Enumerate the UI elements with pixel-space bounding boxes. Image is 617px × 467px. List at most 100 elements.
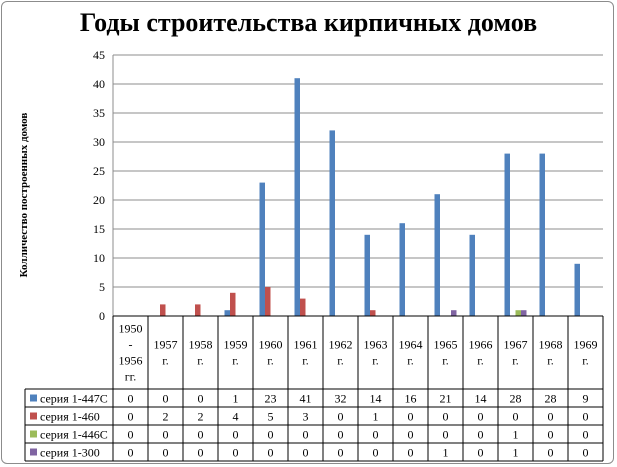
- legend-key: [30, 430, 37, 438]
- data-label: 32: [335, 392, 347, 406]
- bar: [300, 298, 306, 316]
- data-label: 0: [128, 428, 134, 442]
- data-label: 0: [408, 410, 414, 424]
- x-tick-label: 1960 г.: [259, 338, 283, 368]
- x-tick-label: 1969 г.: [574, 338, 598, 368]
- data-label: 0: [548, 428, 554, 442]
- data-label: 0: [408, 446, 414, 460]
- bar: [515, 310, 521, 316]
- data-label: 41: [300, 392, 312, 406]
- data-label: 0: [338, 410, 344, 424]
- y-tick-label: 5: [99, 280, 105, 294]
- data-label: 0: [163, 446, 169, 460]
- data-label: 0: [583, 428, 589, 442]
- bar: [329, 130, 335, 316]
- data-label: 1: [513, 428, 519, 442]
- data-label: 0: [548, 410, 554, 424]
- x-tick-label: 1967 г.: [504, 338, 528, 368]
- data-label: 1: [373, 410, 379, 424]
- data-label: 0: [268, 446, 274, 460]
- y-tick-label: 40: [93, 77, 105, 91]
- legend-key: [30, 412, 37, 420]
- bar: [195, 304, 201, 316]
- y-tick-label: 0: [99, 309, 105, 323]
- data-label: 0: [478, 410, 484, 424]
- data-label: 0: [163, 428, 169, 442]
- data-label: 14: [475, 392, 487, 406]
- data-label: 0: [443, 410, 449, 424]
- y-tick-label: 30: [93, 135, 105, 149]
- data-label: 1: [513, 446, 519, 460]
- data-label: 23: [265, 392, 277, 406]
- data-label: 0: [163, 392, 169, 406]
- data-label: 0: [233, 446, 239, 460]
- data-label: 0: [268, 428, 274, 442]
- data-label: 0: [373, 428, 379, 442]
- x-tick-label: 1965 г.: [434, 338, 458, 368]
- data-label: 2: [163, 410, 169, 424]
- x-tick-label: 1958 г.: [189, 338, 213, 368]
- data-label: 2: [198, 410, 204, 424]
- x-tick-label: 1961 г.: [294, 338, 318, 368]
- data-label: 5: [268, 410, 274, 424]
- data-label: 0: [478, 428, 484, 442]
- y-tick-label: 20: [93, 193, 105, 207]
- y-tick-label: 15: [93, 222, 105, 236]
- data-label: 0: [583, 410, 589, 424]
- data-label: 3: [303, 410, 309, 424]
- data-label: 0: [303, 428, 309, 442]
- legend-label: серия 1-446С: [40, 428, 108, 442]
- chart-title: Годы строительства кирпичных домов: [79, 8, 538, 37]
- data-label: 1: [443, 446, 449, 460]
- x-tick-label: 1963 г.: [364, 338, 388, 368]
- data-label: 0: [408, 428, 414, 442]
- data-label: 4: [233, 410, 239, 424]
- data-label: 28: [545, 392, 557, 406]
- legend-key: [30, 448, 37, 456]
- y-tick-label: 45: [93, 48, 105, 62]
- bar: [224, 310, 230, 316]
- data-label: 0: [198, 428, 204, 442]
- x-tick-label: 1964 г.: [399, 338, 423, 368]
- bar: [451, 310, 457, 316]
- y-tick-label: 10: [93, 251, 105, 265]
- data-label: 1: [233, 392, 239, 406]
- data-label: 0: [198, 446, 204, 460]
- data-label: 0: [303, 446, 309, 460]
- bar: [259, 182, 265, 316]
- legend-label: серия 1-300: [40, 446, 100, 460]
- bar: [539, 153, 545, 316]
- x-tick-label: 1962 г.: [329, 338, 353, 368]
- bar: [521, 310, 527, 316]
- data-label: 28: [510, 392, 522, 406]
- bar: [574, 263, 580, 316]
- data-label: 0: [128, 410, 134, 424]
- data-label: 9: [583, 392, 589, 406]
- data-label: 0: [548, 446, 554, 460]
- x-tick-label: 1957 г.: [154, 338, 178, 368]
- data-label: 0: [128, 446, 134, 460]
- x-tick-label: 1959 г.: [224, 338, 248, 368]
- bar: [160, 304, 166, 316]
- data-label: 14: [370, 392, 382, 406]
- bar: [504, 153, 510, 316]
- bar: [364, 234, 370, 316]
- legend-label: серия 1-460: [40, 410, 100, 424]
- data-label: 0: [233, 428, 239, 442]
- bars: [160, 78, 580, 316]
- data-label: 0: [373, 446, 379, 460]
- x-tick-label: 1966 г.: [469, 338, 493, 368]
- legend-label: серия 1-447С: [40, 392, 108, 406]
- data-label: 0: [443, 428, 449, 442]
- legend-key: [30, 394, 37, 402]
- x-tick-label: 1968 г.: [539, 338, 563, 368]
- bar: [370, 310, 376, 316]
- x-tick-label: 1950 -1956 гг.: [119, 322, 143, 384]
- bar: [469, 234, 475, 316]
- bar: [265, 287, 271, 316]
- y-tick-label: 25: [93, 164, 105, 178]
- data-label: 0: [478, 446, 484, 460]
- data-label: 0: [128, 392, 134, 406]
- bar: [294, 78, 300, 316]
